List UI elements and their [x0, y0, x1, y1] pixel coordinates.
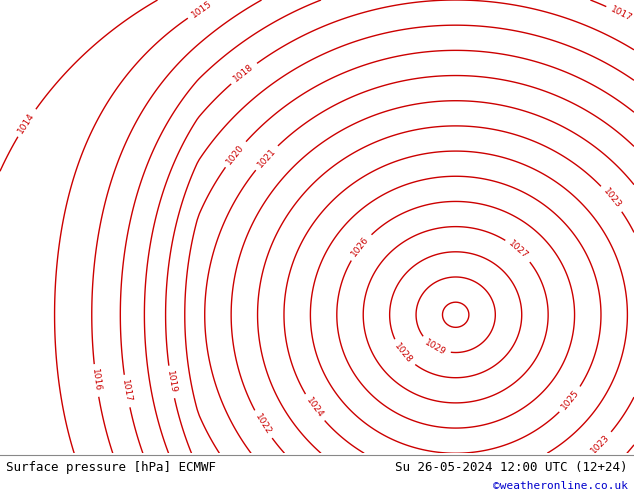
Text: 1019: 1019	[165, 370, 178, 394]
Text: 1023: 1023	[601, 187, 623, 210]
Text: 1023: 1023	[589, 433, 611, 455]
Text: 1021: 1021	[256, 146, 278, 169]
Text: 1027: 1027	[507, 239, 530, 261]
Text: 1018: 1018	[232, 63, 256, 84]
Text: ©weatheronline.co.uk: ©weatheronline.co.uk	[493, 481, 628, 490]
Text: 1022: 1022	[253, 413, 273, 437]
Text: 1016: 1016	[90, 368, 102, 392]
Text: 1028: 1028	[392, 342, 414, 365]
Text: 1026: 1026	[350, 235, 371, 259]
Text: Su 26-05-2024 12:00 UTC (12+24): Su 26-05-2024 12:00 UTC (12+24)	[395, 462, 628, 474]
Text: 1024: 1024	[304, 396, 325, 419]
Text: 1025: 1025	[560, 388, 581, 412]
Text: 1014: 1014	[16, 111, 37, 135]
Text: 1015: 1015	[190, 0, 214, 19]
Text: 1029: 1029	[423, 338, 448, 357]
Text: Surface pressure [hPa] ECMWF: Surface pressure [hPa] ECMWF	[6, 462, 216, 474]
Text: 1020: 1020	[224, 143, 246, 166]
Text: 1017: 1017	[120, 379, 133, 403]
Text: 1017: 1017	[609, 4, 633, 23]
